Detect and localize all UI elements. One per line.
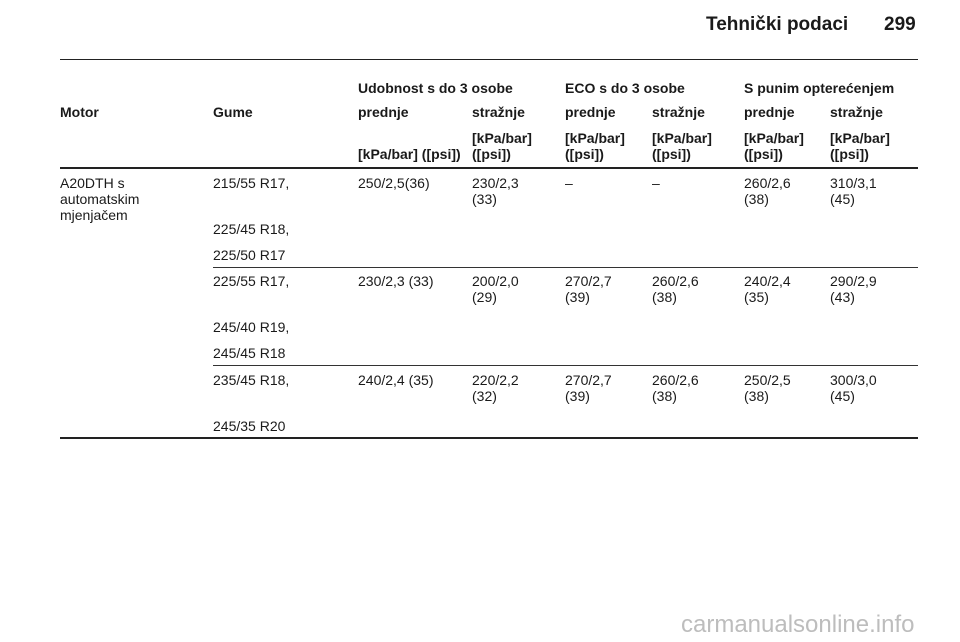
motor-name: mjenjačem <box>60 207 128 223</box>
page-number: 299 <box>884 14 916 35</box>
motor-name: automatskim <box>60 191 140 207</box>
unit-label: [kPa/bar] <box>744 130 804 146</box>
sub-header-rear: stražnje <box>472 104 525 120</box>
pressure-value: (45) <box>830 388 855 404</box>
unit-label: [kPa/bar] <box>830 130 890 146</box>
unit-label: [kPa/bar] ([psi]) <box>358 146 461 162</box>
tire-size: 245/40 R19, <box>213 319 290 335</box>
pressure-value: 230/2,3 (33) <box>358 273 434 289</box>
pressure-value: (32) <box>472 388 497 404</box>
page-title: Tehnički podaci <box>706 14 849 35</box>
col-header-motor: Motor <box>60 104 99 120</box>
tire-size: 225/55 R17, <box>213 273 290 289</box>
pressure-value: 260/2,6 <box>744 175 791 191</box>
pressure-value: 200/2,0 <box>472 273 519 289</box>
pressure-value: – <box>652 175 660 191</box>
pressure-value: 250/2,5 <box>744 372 791 388</box>
pressure-value: – <box>565 175 573 191</box>
pressure-value: (39) <box>565 289 590 305</box>
pressure-value: 290/2,9 <box>830 273 877 289</box>
unit-label: [kPa/bar] <box>652 130 712 146</box>
pressure-value: (38) <box>652 388 677 404</box>
unit-label: ([psi]) <box>744 146 783 162</box>
sub-header-front: prednje <box>744 104 795 120</box>
pressure-value: 250/2,5(36) <box>358 175 430 191</box>
pressure-value: 260/2,6 <box>652 372 699 388</box>
pressure-value: 220/2,2 <box>472 372 519 388</box>
group-header-full-load: S punim opterećenjem <box>744 80 895 96</box>
pressure-value: (33) <box>472 191 497 207</box>
pressure-value: (38) <box>744 191 769 207</box>
unit-label: ([psi]) <box>565 146 604 162</box>
pressure-value: (38) <box>744 388 769 404</box>
row-divider <box>213 365 918 366</box>
sub-header-front: prednje <box>358 104 409 120</box>
pressure-value: 270/2,7 <box>565 273 612 289</box>
header-rule <box>60 59 918 60</box>
pressure-value: (29) <box>472 289 497 305</box>
sub-header-front: prednje <box>565 104 616 120</box>
motor-name: A20DTH s <box>60 175 125 191</box>
pressure-value: (39) <box>565 388 590 404</box>
tire-size: 225/45 R18, <box>213 221 290 237</box>
unit-label: ([psi]) <box>830 146 869 162</box>
sub-header-rear: stražnje <box>830 104 883 120</box>
unit-label: [kPa/bar] <box>472 130 532 146</box>
pressure-value: 230/2,3 <box>472 175 519 191</box>
pressure-value: 270/2,7 <box>565 372 612 388</box>
group-header-comfort: Udobnost s do 3 osobe <box>358 80 513 96</box>
table-bottom-rule <box>60 437 918 439</box>
watermark: carmanualsonline.info <box>681 611 915 638</box>
pressure-value: (38) <box>652 289 677 305</box>
unit-label: ([psi]) <box>472 146 511 162</box>
sub-header-rear: stražnje <box>652 104 705 120</box>
pressure-value: 300/3,0 <box>830 372 877 388</box>
tire-size: 225/50 R17 <box>213 247 286 263</box>
row-divider <box>213 267 918 268</box>
tire-size: 235/45 R18, <box>213 372 290 388</box>
pressure-value: 240/2,4 (35) <box>358 372 434 388</box>
group-header-eco: ECO s do 3 osobe <box>565 80 685 96</box>
tire-size: 215/55 R17, <box>213 175 290 191</box>
pressure-value: 260/2,6 <box>652 273 699 289</box>
unit-label: [kPa/bar] <box>565 130 625 146</box>
table-header-rule <box>60 167 918 169</box>
unit-label: ([psi]) <box>652 146 691 162</box>
pressure-value: 240/2,4 <box>744 273 791 289</box>
pressure-value: (35) <box>744 289 769 305</box>
tire-size: 245/45 R18 <box>213 345 286 361</box>
pressure-value: 310/3,1 <box>830 175 877 191</box>
pressure-value: (43) <box>830 289 855 305</box>
tire-size: 245/35 R20 <box>213 418 286 434</box>
pressure-value: (45) <box>830 191 855 207</box>
col-header-tires: Gume <box>213 104 253 120</box>
